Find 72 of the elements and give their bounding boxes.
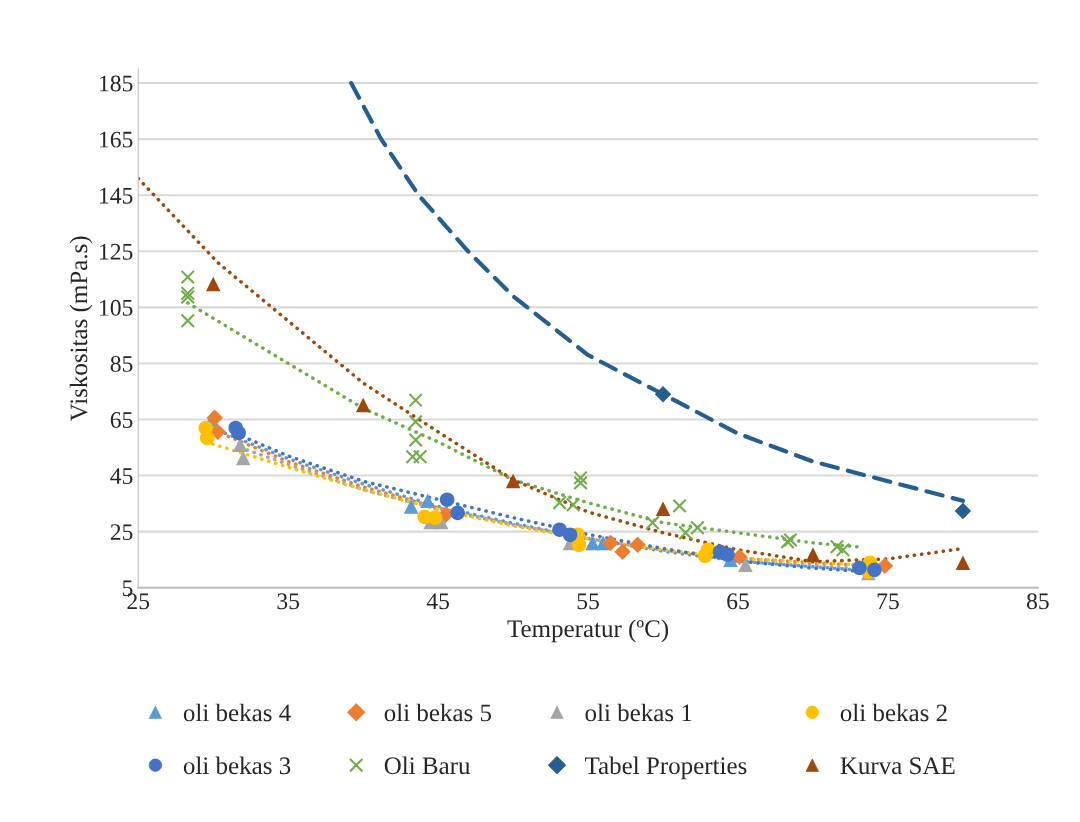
- point: [678, 525, 693, 541]
- point: [954, 502, 972, 520]
- y-tick-label: 85: [110, 355, 133, 372]
- point: [408, 432, 423, 448]
- point: [720, 547, 735, 562]
- point: [450, 505, 465, 521]
- point: [562, 527, 578, 543]
- point: [405, 449, 420, 465]
- x-tick-label: 75: [877, 593, 899, 610]
- point: [629, 536, 646, 554]
- point: [232, 437, 248, 453]
- point: [697, 548, 713, 564]
- legend-label: Tabel Properties: [584, 756, 747, 780]
- y-tick-label: 105: [100, 299, 133, 316]
- x-tick-label: 45: [426, 593, 449, 610]
- point: [412, 449, 428, 465]
- point: [602, 534, 619, 552]
- point: [403, 499, 419, 514]
- y-tick-label: 65: [110, 412, 133, 428]
- y-tick-label: 125: [100, 243, 133, 260]
- point: [427, 510, 443, 525]
- point: [738, 557, 753, 573]
- point: [180, 269, 195, 285]
- legend-label: oli bekas 4: [183, 703, 291, 722]
- point: [805, 547, 821, 562]
- legend-label: oli bekas 5: [384, 703, 492, 722]
- y-tick-label: 185: [100, 75, 133, 92]
- legend-label: Oli Baru: [384, 756, 471, 775]
- point: [585, 535, 600, 551]
- point: [955, 555, 971, 571]
- point: [408, 392, 423, 408]
- point: [408, 414, 423, 429]
- x-tick-label: 55: [577, 593, 599, 610]
- x-tick-label: 65: [727, 593, 749, 610]
- point: [835, 542, 851, 558]
- point: [420, 493, 435, 509]
- legend-label: Kurva SAE: [840, 757, 955, 775]
- legend-label: oli bekas 1: [585, 703, 692, 722]
- point: [852, 560, 867, 576]
- point: [867, 562, 882, 578]
- point: [505, 473, 521, 489]
- point: [876, 557, 894, 575]
- x-tick-label: 35: [277, 593, 300, 610]
- point: [571, 537, 587, 553]
- point: [655, 501, 671, 516]
- point: [231, 425, 246, 441]
- point: [205, 276, 221, 292]
- y-tick-label: 45: [110, 468, 133, 485]
- y-tick-label: 165: [100, 131, 133, 148]
- y-tick-label: 25: [110, 524, 133, 541]
- point: [439, 492, 455, 507]
- legend-label: oli bekas 3: [183, 756, 291, 775]
- x-axis-title: Temperatur (ºC): [507, 619, 669, 643]
- y-axis-title: Viskositas (mPa.s): [69, 236, 93, 422]
- point: [573, 470, 588, 486]
- point: [206, 409, 223, 427]
- point: [180, 313, 195, 329]
- point: [654, 386, 672, 403]
- point: [690, 520, 705, 535]
- legend-label: oli bekas 2: [840, 703, 947, 722]
- point: [829, 539, 845, 555]
- point: [355, 397, 371, 413]
- y-tick-label: 145: [100, 187, 133, 204]
- point: [672, 498, 687, 514]
- point: [180, 286, 195, 301]
- point: [645, 515, 660, 530]
- point: [180, 289, 195, 305]
- point: [573, 475, 588, 491]
- point: [235, 450, 251, 466]
- point: [199, 430, 215, 446]
- x-tick-label: 85: [1026, 593, 1049, 610]
- point: [614, 543, 631, 561]
